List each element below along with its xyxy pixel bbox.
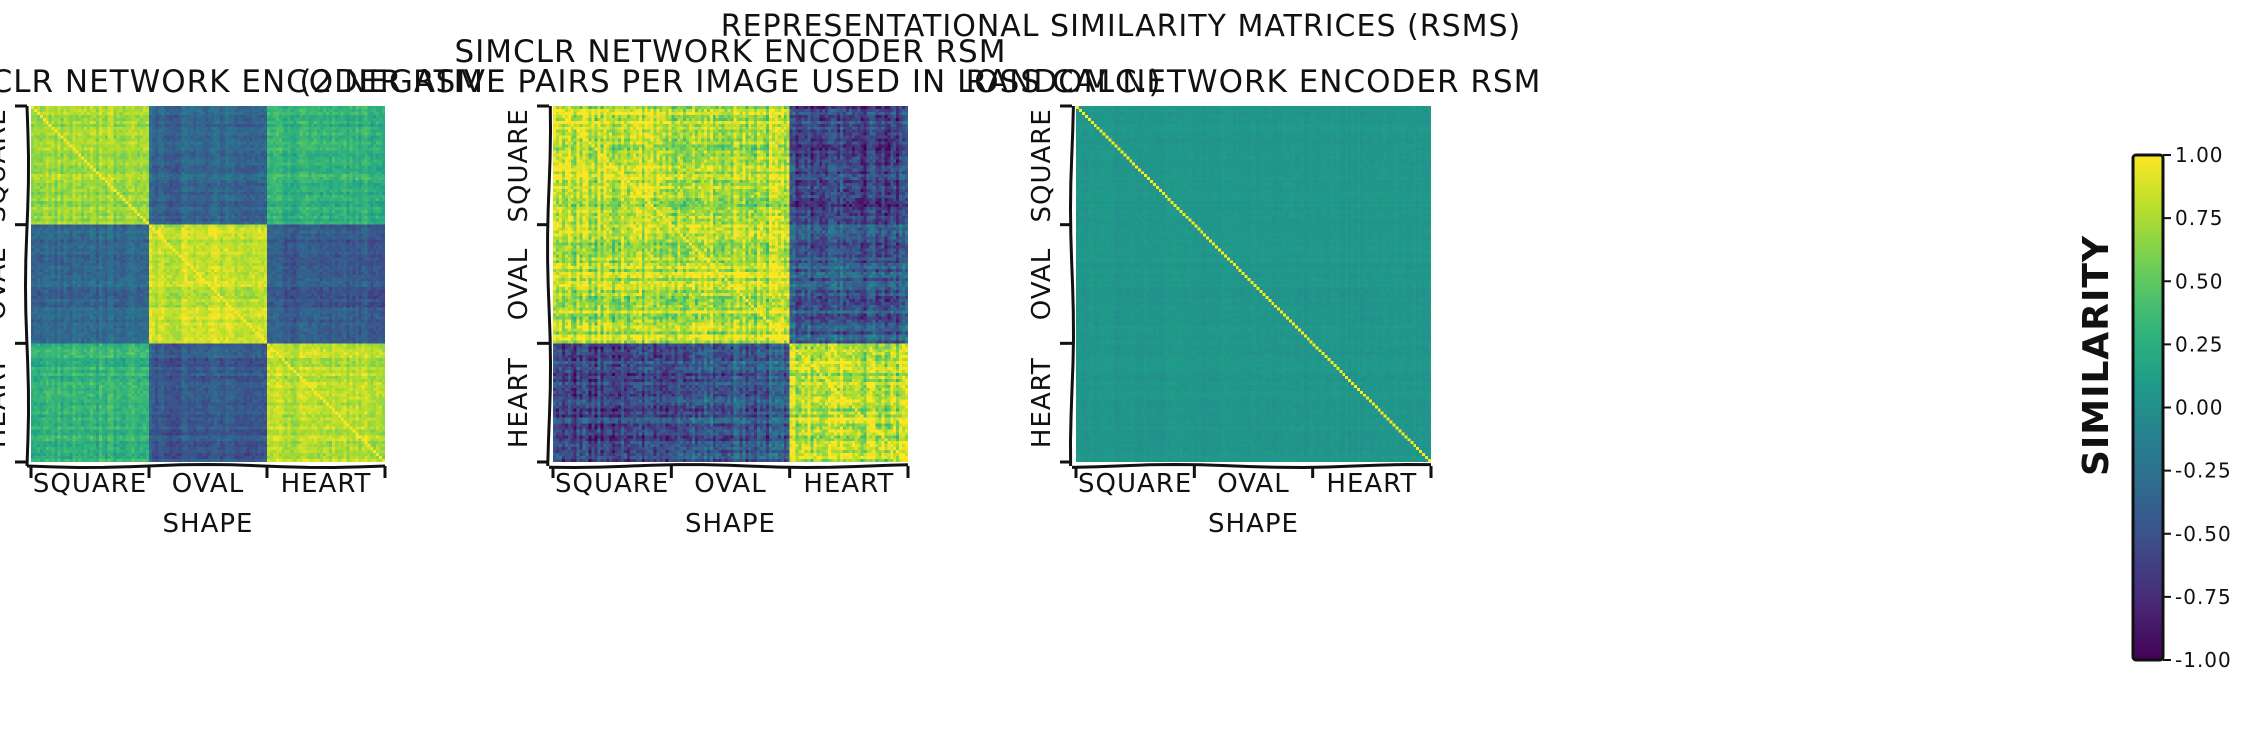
heatmap-cells — [1076, 106, 1431, 462]
heatmap-cells — [553, 106, 908, 462]
x-tick-label: HEART — [803, 469, 894, 499]
rsm-panel-1: SQUARE SQUARE OVAL OVAL HEART HEART SHAPE SIMCL… — [0, 64, 484, 539]
panel-title-line: SIMCLR NETWORK ENCODER RSM — [454, 34, 1006, 70]
x-tick-label: SQUARE — [555, 469, 669, 499]
x-tick-label: OVAL — [694, 469, 766, 499]
colorbar-tick-label: -0.75 — [2175, 585, 2232, 609]
x-tick-label: HEART — [281, 469, 372, 499]
x-tick-label: SQUARE — [1078, 469, 1192, 499]
y-tick-label: SQUARE — [1027, 108, 1057, 222]
colorbar-tick-label: -1.00 — [2175, 648, 2232, 672]
x-axis-spine — [1071, 462, 1432, 470]
rsm-panel-3: SQUARE SQUARE OVAL OVAL HEART HEART SHAPE RANDO… — [966, 64, 1542, 539]
y-tick-label: HEART — [0, 357, 12, 448]
x-tick-label: SQUARE — [33, 469, 147, 499]
y-axis-spine — [23, 105, 31, 467]
x-axis-spine — [26, 462, 386, 470]
y-tick-label: OVAL — [504, 248, 534, 320]
y-tick-label: HEART — [504, 357, 534, 448]
colorbar-gradient — [2131, 153, 2165, 662]
y-axis-spine — [1068, 105, 1076, 467]
colorbar-tick-label: 1.00 — [2175, 143, 2224, 167]
heatmap-cells — [31, 106, 385, 462]
y-tick-label: SQUARE — [0, 108, 12, 222]
heatmap-panels: SQUARE SQUARE OVAL OVAL HEART HEART SHAPE SIMCL… — [0, 34, 1542, 539]
x-axis-spine — [548, 463, 909, 470]
colorbar-label: SIMILARITY — [2076, 235, 2117, 476]
y-tick-label: HEART — [1027, 357, 1057, 448]
colorbar-tick-label: -0.25 — [2175, 459, 2232, 483]
y-tick-label: OVAL — [0, 248, 12, 320]
y-tick-label: OVAL — [1027, 248, 1057, 320]
y-axis-spine — [546, 105, 553, 467]
x-axis-label: SHAPE — [163, 509, 254, 539]
x-tick-label: HEART — [1326, 469, 1417, 499]
colorbar: 1.00 0.75 0.50 0.25 0.00 -0.25 -0.50 -0.75 -1.00… — [2076, 143, 2232, 672]
colorbar-tick-label: -0.50 — [2175, 522, 2232, 546]
colorbar-tick-label: 0.25 — [2175, 332, 2224, 356]
rsm-panel-2: SQUARE SQUARE OVAL OVAL HEART HEART SHAPE SIMCL… — [299, 34, 1161, 539]
y-tick-label: SQUARE — [504, 108, 534, 222]
x-axis-label: SHAPE — [1208, 509, 1299, 539]
colorbar-tick-label: 0.00 — [2175, 396, 2224, 420]
x-tick-label: OVAL — [1217, 469, 1289, 499]
x-tick-label: OVAL — [172, 469, 244, 499]
colorbar-tick-label: 0.75 — [2175, 206, 2224, 230]
colorbar-tick-label: 0.50 — [2175, 269, 2224, 293]
panel-title-line: RANDOM NETWORK ENCODER RSM — [966, 64, 1542, 100]
panel-title-line: SIMCLR NETWORK ENCODER RSM — [0, 64, 484, 100]
x-axis-label: SHAPE — [685, 509, 776, 539]
panel-title-line: (2 NEGATIVE PAIRS PER IMAGE USED IN LOSS… — [299, 64, 1161, 100]
figure-suptitle: REPRESENTATIONAL SIMILARITY MATRICES (RS… — [721, 9, 1522, 44]
